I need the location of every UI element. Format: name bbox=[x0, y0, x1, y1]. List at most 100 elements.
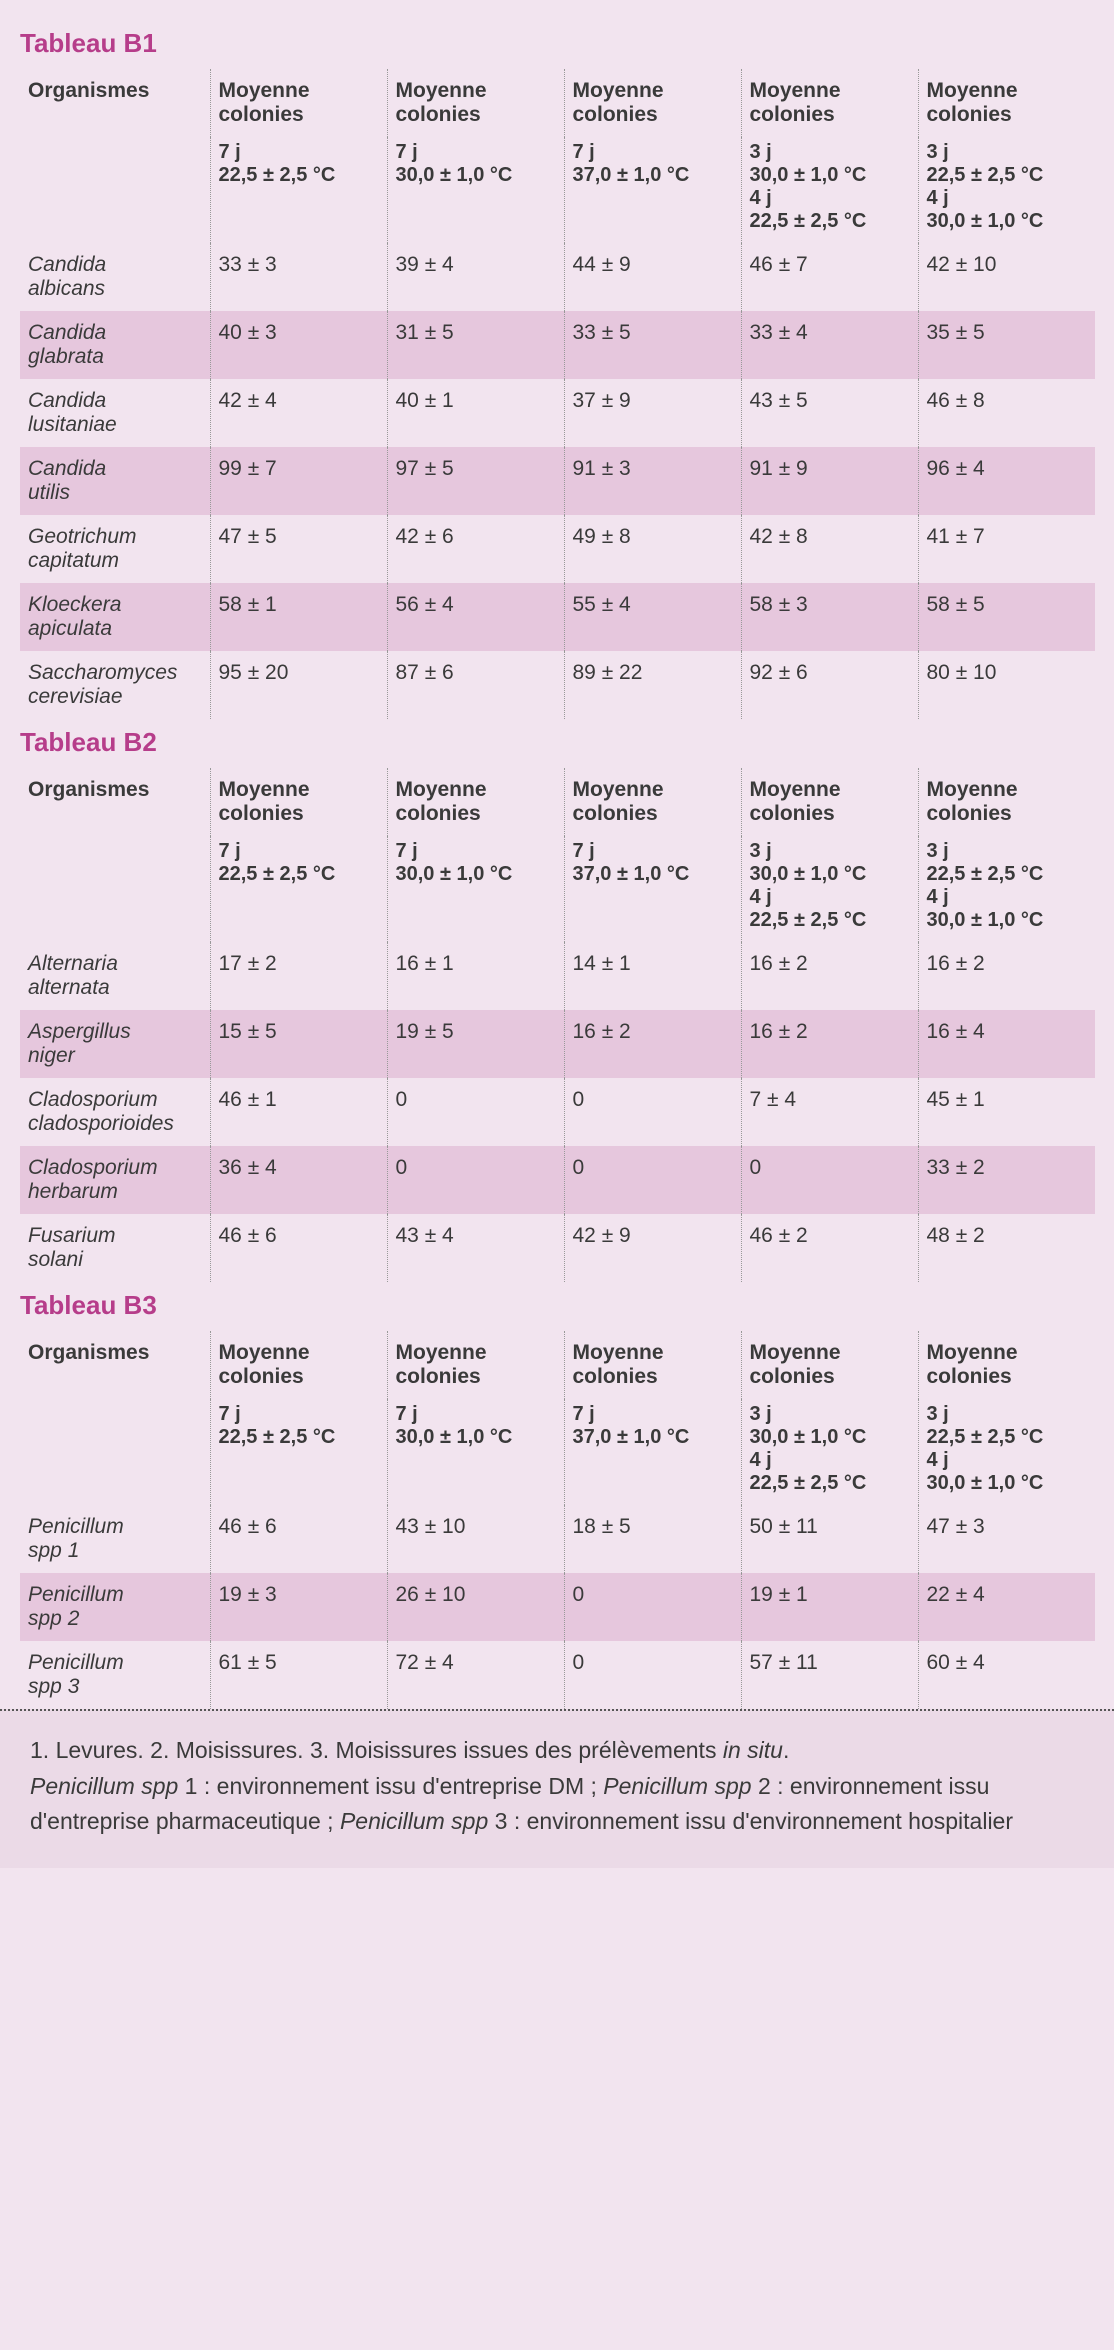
cell-value: 49 ± 8 bbox=[564, 515, 741, 583]
cell-value: 87 ± 6 bbox=[387, 651, 564, 719]
col-header-condition: 7 j37,0 ± 1,0 °C bbox=[564, 1399, 741, 1505]
cell-organism: Cladosporiumherbarum bbox=[20, 1146, 210, 1214]
col-header-moyenne: Moyennecolonies bbox=[210, 768, 387, 836]
cell-value: 43 ± 4 bbox=[387, 1214, 564, 1282]
col-header-condition: 7 j22,5 ± 2,5 °C bbox=[210, 836, 387, 942]
cell-value: 40 ± 1 bbox=[387, 379, 564, 447]
cell-organism: Kloeckeraapiculata bbox=[20, 583, 210, 651]
table-row: Candidautilis99 ± 797 ± 591 ± 391 ± 996 … bbox=[20, 447, 1095, 515]
table-row: Cladosporiumcladosporioides46 ± 1007 ± 4… bbox=[20, 1078, 1095, 1146]
cell-value: 22 ± 4 bbox=[918, 1573, 1095, 1641]
col-header-organismes: Organismes bbox=[20, 69, 210, 137]
cell-value: 16 ± 2 bbox=[564, 1010, 741, 1078]
cell-value: 97 ± 5 bbox=[387, 447, 564, 515]
cell-value: 46 ± 8 bbox=[918, 379, 1095, 447]
cell-value: 61 ± 5 bbox=[210, 1641, 387, 1709]
footnote-em: in situ bbox=[723, 1737, 783, 1763]
cell-value: 47 ± 5 bbox=[210, 515, 387, 583]
cell-value: 26 ± 10 bbox=[387, 1573, 564, 1641]
cell-value: 92 ± 6 bbox=[741, 651, 918, 719]
col-header-moyenne: Moyennecolonies bbox=[387, 69, 564, 137]
footnote-text: 1 : environnement issu d'entreprise DM ; bbox=[178, 1773, 603, 1799]
col-header-empty bbox=[20, 137, 210, 243]
footnote-text: . bbox=[783, 1737, 789, 1763]
footnote-em: Penicillum spp bbox=[603, 1773, 751, 1799]
cell-value: 43 ± 10 bbox=[387, 1505, 564, 1573]
cell-value: 50 ± 11 bbox=[741, 1505, 918, 1573]
col-header-organismes: Organismes bbox=[20, 768, 210, 836]
cell-value: 42 ± 6 bbox=[387, 515, 564, 583]
cell-value: 91 ± 3 bbox=[564, 447, 741, 515]
col-header-moyenne: Moyennecolonies bbox=[918, 69, 1095, 137]
cell-value: 46 ± 7 bbox=[741, 243, 918, 311]
cell-value: 56 ± 4 bbox=[387, 583, 564, 651]
cell-value: 33 ± 3 bbox=[210, 243, 387, 311]
table-row: Fusariumsolani46 ± 643 ± 442 ± 946 ± 248… bbox=[20, 1214, 1095, 1282]
cell-organism: Penicillumspp 1 bbox=[20, 1505, 210, 1573]
table-title: Tableau B1 bbox=[20, 28, 1094, 59]
table-row: Candidaalbicans33 ± 339 ± 444 ± 946 ± 74… bbox=[20, 243, 1095, 311]
cell-value: 0 bbox=[564, 1146, 741, 1214]
cell-value: 33 ± 2 bbox=[918, 1146, 1095, 1214]
cell-value: 46 ± 6 bbox=[210, 1214, 387, 1282]
col-header-moyenne: Moyennecolonies bbox=[387, 768, 564, 836]
col-header-condition: 3 j22,5 ± 2,5 °C4 j30,0 ± 1,0 °C bbox=[918, 1399, 1095, 1505]
cell-value: 17 ± 2 bbox=[210, 942, 387, 1010]
tables-container: Tableau B1OrganismesMoyennecoloniesMoyen… bbox=[0, 0, 1114, 1709]
cell-value: 39 ± 4 bbox=[387, 243, 564, 311]
cell-value: 42 ± 10 bbox=[918, 243, 1095, 311]
cell-organism: Candidaalbicans bbox=[20, 243, 210, 311]
cell-organism: Penicillumspp 2 bbox=[20, 1573, 210, 1641]
col-header-condition: 7 j30,0 ± 1,0 °C bbox=[387, 1399, 564, 1505]
cell-organism: Fusariumsolani bbox=[20, 1214, 210, 1282]
col-header-moyenne: Moyennecolonies bbox=[741, 1331, 918, 1399]
cell-value: 37 ± 9 bbox=[564, 379, 741, 447]
cell-organism: Penicillumspp 3 bbox=[20, 1641, 210, 1709]
col-header-moyenne: Moyennecolonies bbox=[564, 768, 741, 836]
cell-value: 19 ± 5 bbox=[387, 1010, 564, 1078]
cell-organism: Candidautilis bbox=[20, 447, 210, 515]
col-header-moyenne: Moyennecolonies bbox=[741, 69, 918, 137]
col-header-condition: 3 j30,0 ± 1,0 °C4 j22,5 ± 2,5 °C bbox=[741, 1399, 918, 1505]
footnote-text: 1. Levures. 2. Moisissures. 3. Moisissur… bbox=[30, 1737, 723, 1763]
col-header-moyenne: Moyennecolonies bbox=[210, 69, 387, 137]
col-header-moyenne: Moyennecolonies bbox=[918, 1331, 1095, 1399]
table-row: Kloeckeraapiculata58 ± 156 ± 455 ± 458 ±… bbox=[20, 583, 1095, 651]
cell-value: 60 ± 4 bbox=[918, 1641, 1095, 1709]
cell-value: 45 ± 1 bbox=[918, 1078, 1095, 1146]
cell-value: 41 ± 7 bbox=[918, 515, 1095, 583]
col-header-condition: 3 j22,5 ± 2,5 °C4 j30,0 ± 1,0 °C bbox=[918, 836, 1095, 942]
cell-value: 58 ± 5 bbox=[918, 583, 1095, 651]
cell-value: 16 ± 2 bbox=[741, 942, 918, 1010]
cell-value: 46 ± 2 bbox=[741, 1214, 918, 1282]
footnote: 1. Levures. 2. Moisissures. 3. Moisissur… bbox=[0, 1709, 1114, 1868]
col-header-condition: 7 j30,0 ± 1,0 °C bbox=[387, 137, 564, 243]
col-header-condition: 3 j22,5 ± 2,5 °C4 j30,0 ± 1,0 °C bbox=[918, 137, 1095, 243]
col-header-organismes: Organismes bbox=[20, 1331, 210, 1399]
cell-value: 0 bbox=[564, 1641, 741, 1709]
table-title: Tableau B2 bbox=[20, 727, 1094, 758]
table-row: Candidalusitaniae42 ± 440 ± 137 ± 943 ± … bbox=[20, 379, 1095, 447]
cell-value: 58 ± 3 bbox=[741, 583, 918, 651]
cell-value: 0 bbox=[741, 1146, 918, 1214]
cell-value: 57 ± 11 bbox=[741, 1641, 918, 1709]
cell-value: 44 ± 9 bbox=[564, 243, 741, 311]
data-table: OrganismesMoyennecoloniesMoyennecolonies… bbox=[20, 1331, 1095, 1709]
cell-value: 18 ± 5 bbox=[564, 1505, 741, 1573]
cell-value: 42 ± 8 bbox=[741, 515, 918, 583]
cell-value: 47 ± 3 bbox=[918, 1505, 1095, 1573]
cell-value: 80 ± 10 bbox=[918, 651, 1095, 719]
col-header-condition: 7 j22,5 ± 2,5 °C bbox=[210, 137, 387, 243]
col-header-condition: 7 j22,5 ± 2,5 °C bbox=[210, 1399, 387, 1505]
cell-value: 0 bbox=[387, 1146, 564, 1214]
cell-value: 55 ± 4 bbox=[564, 583, 741, 651]
col-header-moyenne: Moyennecolonies bbox=[564, 1331, 741, 1399]
cell-value: 99 ± 7 bbox=[210, 447, 387, 515]
table-row: Alternariaalternata17 ± 216 ± 114 ± 116 … bbox=[20, 942, 1095, 1010]
cell-value: 19 ± 3 bbox=[210, 1573, 387, 1641]
cell-organism: Candidaglabrata bbox=[20, 311, 210, 379]
cell-value: 48 ± 2 bbox=[918, 1214, 1095, 1282]
cell-value: 43 ± 5 bbox=[741, 379, 918, 447]
cell-value: 16 ± 2 bbox=[918, 942, 1095, 1010]
footnote-em: Penicillum spp bbox=[30, 1773, 178, 1799]
